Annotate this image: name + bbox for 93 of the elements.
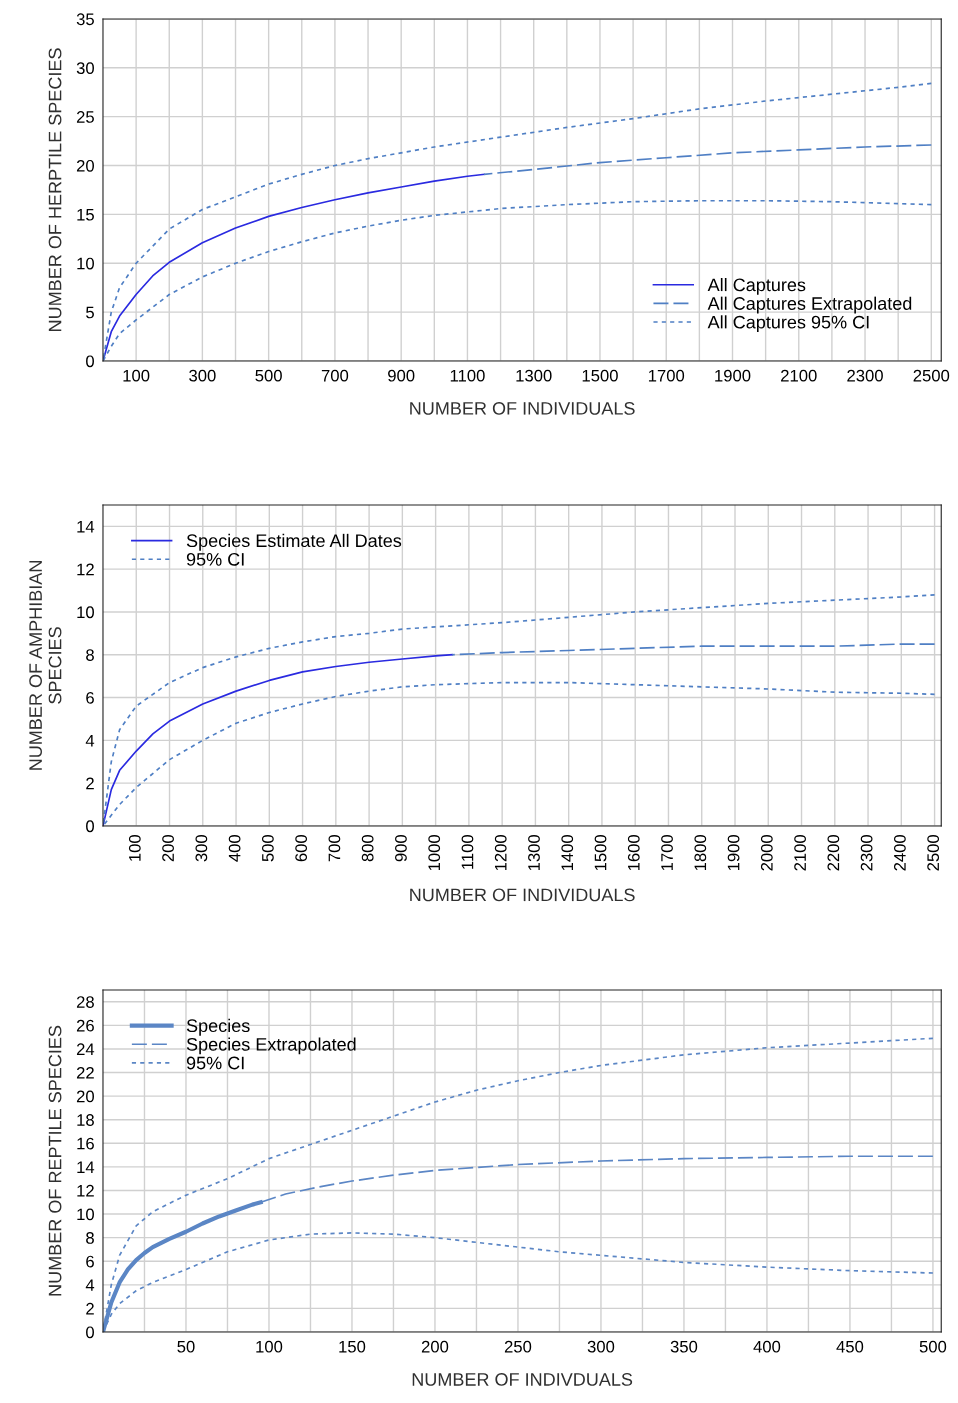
x-tick-label: 450 <box>836 1340 864 1353</box>
y-tick-label: 12 <box>77 1184 94 1197</box>
x-tick-label: 400 <box>753 1340 781 1353</box>
x-tick-label: 900 <box>395 834 407 862</box>
x-tick-label: 300 <box>189 369 216 382</box>
y-tick-label: 2 <box>86 1302 94 1315</box>
y-tick-label: 16 <box>77 1137 94 1150</box>
x-tick-label: 2200 <box>827 834 840 871</box>
y-tick-label: 26 <box>76 1019 94 1032</box>
x-tick-label: 1100 <box>450 369 485 382</box>
y-tick-label: 15 <box>77 208 94 221</box>
x-tick-label: 200 <box>421 1340 449 1353</box>
y-tick-label: 14 <box>77 520 95 533</box>
x-tick-label: 500 <box>919 1340 947 1353</box>
x-tick-label: 800 <box>361 834 374 862</box>
x-axis-title: NUMBER OF INDIVDUALS <box>412 1373 633 1386</box>
x-tick-label: 900 <box>388 369 415 382</box>
x-tick-label: 600 <box>295 834 308 862</box>
x-tick-label: 100 <box>256 1340 283 1353</box>
x-tick-label: 700 <box>328 834 341 862</box>
y-tick-label: 28 <box>76 996 94 1008</box>
y-tick-label: 6 <box>86 1255 94 1268</box>
x-tick-label: 1500 <box>582 369 618 382</box>
x-tick-label: 700 <box>321 369 349 382</box>
y-tick-label: 35 <box>76 13 94 26</box>
x-tick-label: 50 <box>177 1340 195 1353</box>
y-tick-label: 2 <box>86 777 94 790</box>
x-tick-label: 100 <box>128 834 141 861</box>
x-tick-label: 100 <box>123 369 150 382</box>
x-tick-label: 150 <box>339 1340 366 1353</box>
legend-label: All Captures <box>707 278 806 295</box>
y-tick-label: 20 <box>76 1090 94 1103</box>
x-tick-label: 2500 <box>927 834 940 871</box>
y-tick-label: 10 <box>77 606 94 619</box>
y-tick-label: 10 <box>77 257 94 270</box>
x-tick-label: 200 <box>162 834 174 862</box>
y-tick-label: 8 <box>86 649 94 661</box>
y-tick-label: 5 <box>86 306 94 319</box>
y-tick-label: 4 <box>85 1279 95 1291</box>
x-tick-label: 500 <box>255 369 282 382</box>
x-tick-label: 500 <box>261 834 274 862</box>
x-tick-label: 1300 <box>528 834 540 871</box>
legend-label: Species <box>186 1018 250 1036</box>
y-tick-label: 8 <box>86 1232 94 1244</box>
x-tick-label: 300 <box>195 834 208 862</box>
x-tick-label: 250 <box>504 1340 532 1353</box>
x-tick-label: 2500 <box>913 369 950 382</box>
legend-label: All Captures 95% CI <box>707 315 869 333</box>
y-tick-label: 0 <box>86 820 94 833</box>
x-tick-label: 1800 <box>694 834 707 871</box>
x-axis-title: NUMBER OF INDIVIDUALS <box>410 888 635 902</box>
x-tick-label: 2000 <box>760 834 773 871</box>
x-tick-label: 1500 <box>594 834 607 871</box>
x-tick-label: 1900 <box>715 369 751 382</box>
x-tick-label: 2100 <box>781 369 817 382</box>
x-tick-label: 400 <box>228 834 241 862</box>
legend-label: Species Extrapolated <box>186 1037 356 1055</box>
x-tick-label: 1400 <box>561 834 574 871</box>
x-tick-label: 1100 <box>461 834 474 869</box>
y-tick-label: 0 <box>86 355 94 368</box>
y-axis-title: NUMBER OF HERPTILE SPECIES <box>48 48 62 331</box>
x-tick-label: 1200 <box>494 834 507 871</box>
y-tick-label: 18 <box>77 1114 94 1126</box>
x-tick-label: 1700 <box>648 369 685 382</box>
y-axis-title: NUMBER OF AMPHIBIAN SPECIES <box>29 561 62 770</box>
y-tick-label: 4 <box>85 734 95 747</box>
x-tick-label: 1700 <box>661 834 673 871</box>
y-tick-label: 25 <box>76 111 94 123</box>
x-tick-label: 1900 <box>727 834 740 871</box>
x-tick-label: 2300 <box>847 369 883 382</box>
x-tick-label: 1300 <box>516 369 552 382</box>
x-tick-label: 350 <box>670 1340 698 1353</box>
x-tick-label: 1000 <box>428 834 441 871</box>
y-tick-label: 0 <box>86 1326 94 1339</box>
x-tick-label: 2300 <box>860 834 873 871</box>
y-tick-label: 12 <box>77 563 94 576</box>
y-tick-label: 14 <box>77 1161 95 1173</box>
x-tick-label: 2400 <box>893 834 906 871</box>
legend-label: 95% CI <box>186 1056 244 1070</box>
legend-label: 95% CI <box>186 552 244 566</box>
x-axis-title: NUMBER OF INDIVIDUALS <box>410 402 635 415</box>
y-tick-label: 30 <box>76 62 94 75</box>
legend-label: Species Estimate All Dates <box>186 533 402 551</box>
x-tick-label: 1600 <box>627 834 640 871</box>
y-tick-label: 6 <box>86 691 94 704</box>
y-axis-title: NUMBER OF REPTILE SPECIES <box>48 1025 62 1296</box>
y-tick-label: 10 <box>77 1208 94 1221</box>
legend-label: All Captures Extrapolated <box>707 296 912 314</box>
x-tick-label: 300 <box>587 1340 615 1353</box>
y-tick-label: 20 <box>76 159 94 172</box>
x-tick-label: 2100 <box>794 834 806 871</box>
y-tick-label: 22 <box>76 1066 94 1079</box>
y-tick-label: 24 <box>76 1043 95 1055</box>
